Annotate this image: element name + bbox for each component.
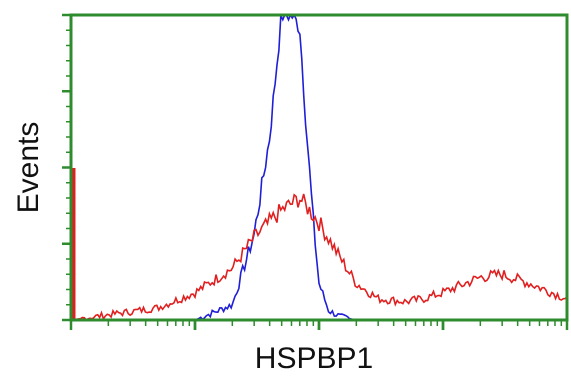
x-axis-label: HSPBP1 (255, 342, 373, 375)
series-1-line (71, 13, 567, 321)
y-axis-label: Events (12, 122, 45, 214)
series-2-line (70, 193, 568, 322)
plot-frame (69, 13, 569, 322)
